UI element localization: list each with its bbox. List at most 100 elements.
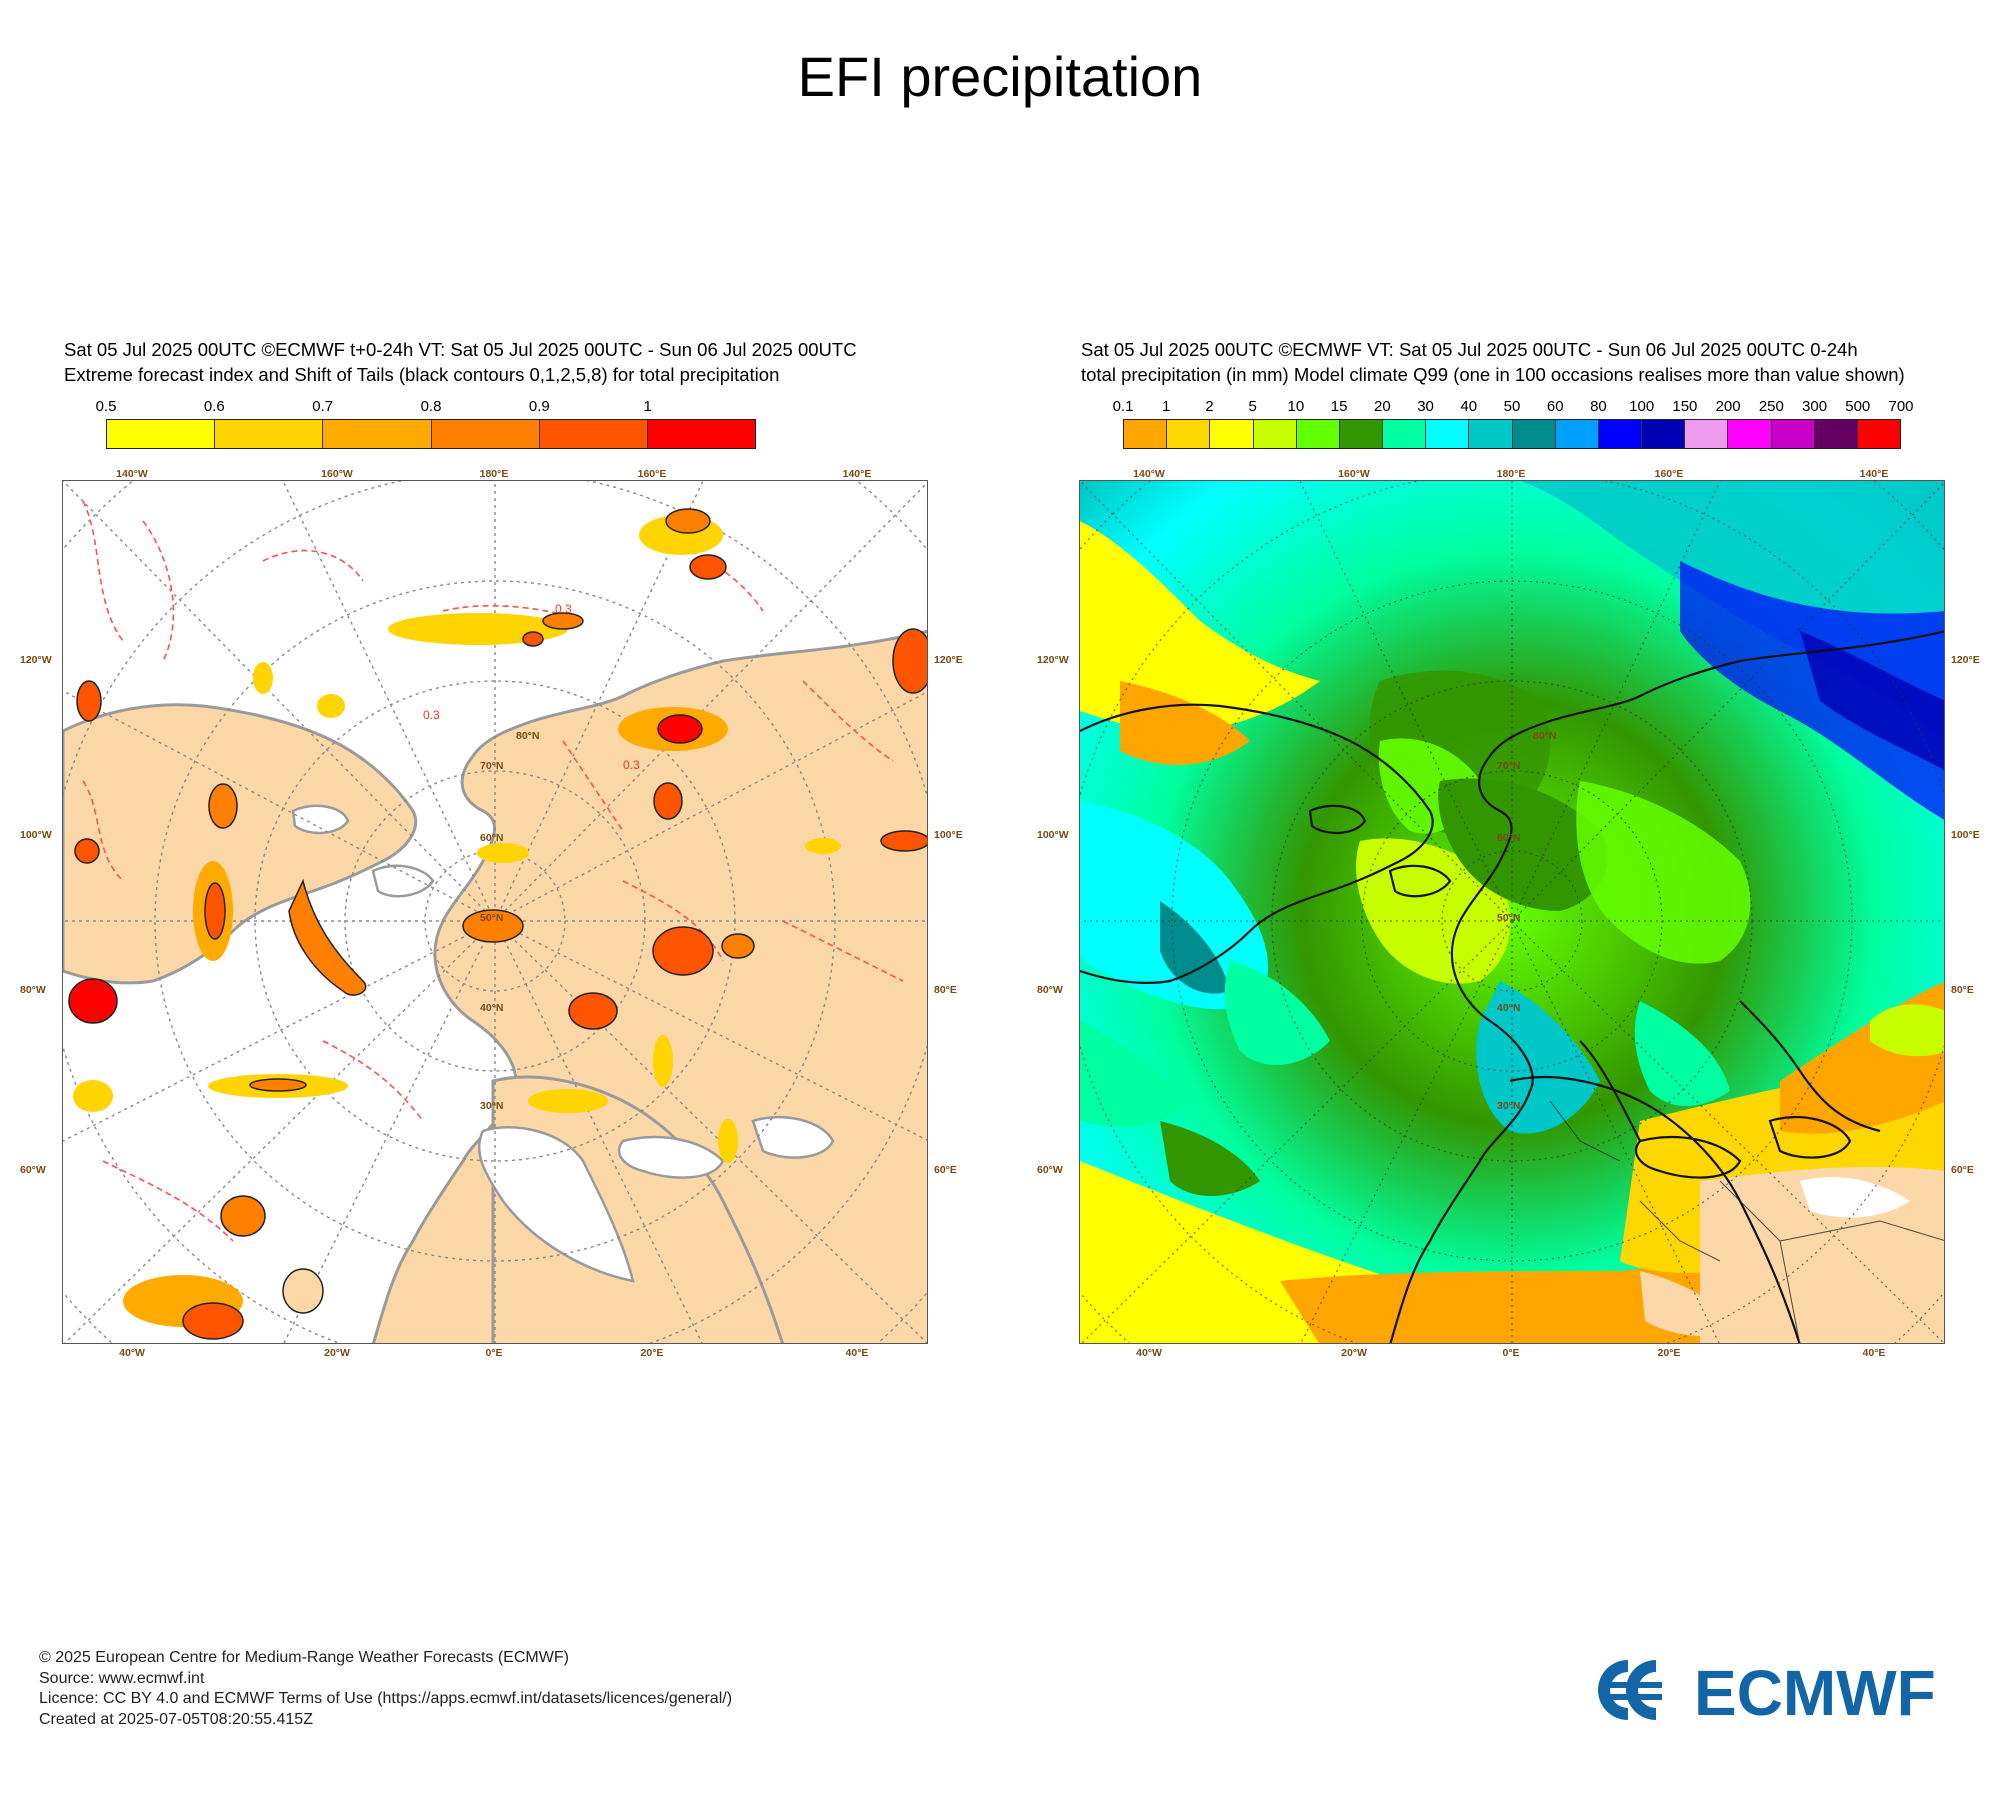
latitude-circle-label: 60°N xyxy=(480,832,504,844)
latitude-label-left: 60°W xyxy=(1037,1164,1063,1176)
colorbar-segment xyxy=(1857,420,1901,448)
latitude-label-right: 80°E xyxy=(934,984,957,996)
colorbar-tick-label: 20 xyxy=(1373,398,1391,415)
left-seas xyxy=(291,804,835,1283)
footer-source: Source: www.ecmwf.int xyxy=(39,1669,205,1687)
colorbar-segment xyxy=(1383,420,1427,448)
latitude-label-left: 60°W xyxy=(20,1164,46,1176)
latitude-label-left: 80°W xyxy=(1037,984,1063,996)
longitude-label-bottom: 20°E xyxy=(1657,1347,1681,1359)
latitude-label-left: 100°W xyxy=(20,829,52,841)
colorbar-segment xyxy=(1469,420,1513,448)
colorbar-tick-label: 50 xyxy=(1503,398,1521,415)
colorbar-segment xyxy=(1124,420,1168,448)
latitude-circle-label: 70°N xyxy=(480,760,504,772)
right-graticule xyxy=(1080,481,1944,1343)
colorbar-tick-label: 200 xyxy=(1715,398,1741,415)
colorbar-tick-label: 0.1 xyxy=(1112,398,1134,415)
colorbar-tick-label: 15 xyxy=(1330,398,1348,415)
colorbar-tick-label: 0.6 xyxy=(203,398,225,415)
colorbar-tick-label: 10 xyxy=(1287,398,1305,415)
left-panel-title-line2: Extreme forecast index and Shift of Tail… xyxy=(64,364,780,385)
latitude-label-right: 80°E xyxy=(1951,984,1974,996)
colorbar-segment xyxy=(107,420,216,448)
left-efi-map: 0.3 0.3 0.3 xyxy=(62,480,928,1344)
longitude-label-top: 160°W xyxy=(321,468,353,480)
colorbar-segment xyxy=(1339,420,1384,448)
longitude-label-top: 180°E xyxy=(479,468,509,480)
page-title: EFI precipitation xyxy=(797,45,1203,108)
footer-licence: Licence: CC BY 4.0 and ECMWF Terms of Us… xyxy=(39,1690,733,1707)
left-map-svg: 0.3 0.3 0.3 xyxy=(63,481,927,1343)
colorbar-tick-label: 0.5 xyxy=(95,398,117,415)
ecmwf-logo-icon: ECMWF xyxy=(1598,1657,1936,1729)
longitude-label-bottom: 0°E xyxy=(485,1347,503,1359)
colorbar-tick-label: 100 xyxy=(1629,398,1655,415)
longitude-label-top: 160°E xyxy=(1654,468,1684,480)
colorbar-tick-label: 250 xyxy=(1758,398,1784,415)
colorbar-tick-label: 30 xyxy=(1417,398,1434,415)
left-contour-label-3: 0.3 xyxy=(623,758,640,772)
latitude-circle-label: 40°N xyxy=(480,1002,504,1014)
left-graticule xyxy=(63,481,927,1343)
colorbar-segment xyxy=(1253,420,1297,448)
colorbar-tick-label: 700 xyxy=(1888,398,1914,415)
latitude-label-right: 120°E xyxy=(1951,654,1980,666)
ecmwf-logo-text: ECMWF xyxy=(1694,1657,1936,1725)
latitude-circle-label: 50°N xyxy=(1497,912,1521,924)
latitude-circle-label: 30°N xyxy=(480,1100,504,1112)
colorbar-segment xyxy=(1426,420,1470,448)
longitude-label-top: 140°E xyxy=(842,468,872,480)
colorbar-segment xyxy=(1771,420,1815,448)
colorbar-segment xyxy=(1555,420,1599,448)
latitude-circle-label: 80°N xyxy=(1533,730,1557,742)
longitude-label-top: 140°W xyxy=(116,468,148,480)
colorbar-segment xyxy=(1685,420,1729,448)
ecmwf-logo: ECMWF xyxy=(1590,1655,1970,1729)
latitude-label-left: 80°W xyxy=(20,984,46,996)
colorbar-segment xyxy=(431,420,540,448)
colorbar-tick-label: 5 xyxy=(1248,398,1257,415)
right-map-svg xyxy=(1080,481,1944,1343)
longitude-label-bottom: 0°E xyxy=(1502,1347,1520,1359)
colorbar-segment xyxy=(1210,420,1254,448)
colorbar-tick-label: 300 xyxy=(1802,398,1828,415)
colorbar-segment xyxy=(1296,420,1340,448)
right-precip-fields xyxy=(1080,481,1944,1343)
colorbar-segment xyxy=(647,420,756,448)
longitude-label-bottom: 40°E xyxy=(845,1347,869,1359)
colorbar-tick-label: 150 xyxy=(1672,398,1698,415)
latitude-label-left: 120°W xyxy=(1037,654,1069,666)
longitude-label-bottom: 40°E xyxy=(1862,1347,1886,1359)
colorbar-segment xyxy=(1642,420,1686,448)
colorbar-tick-label: 60 xyxy=(1546,398,1564,415)
colorbar-tick-label: 0.9 xyxy=(528,398,550,415)
right-colorbar xyxy=(1123,419,1901,449)
latitude-label-right: 60°E xyxy=(1951,1164,1974,1176)
colorbar-segment xyxy=(1728,420,1772,448)
latitude-circle-label: 80°N xyxy=(516,730,540,742)
latitude-label-right: 100°E xyxy=(934,829,963,841)
latitude-label-left: 120°W xyxy=(20,654,52,666)
colorbar-tick-label: 0.8 xyxy=(420,398,442,415)
colorbar-tick-label: 1 xyxy=(643,398,652,415)
left-efi-patches xyxy=(68,508,927,1340)
colorbar-segment xyxy=(1167,420,1211,448)
right-panel-title-line2: total precipitation (in mm) Model climat… xyxy=(1081,364,1905,385)
latitude-label-right: 60°E xyxy=(934,1164,957,1176)
longitude-label-top: 140°E xyxy=(1859,468,1889,480)
latitude-label-right: 100°E xyxy=(1951,829,1980,841)
footer-copyright: © 2025 European Centre for Medium-Range … xyxy=(39,1649,569,1666)
colorbar-segment xyxy=(539,420,648,448)
left-colorbar xyxy=(106,419,756,449)
right-borders xyxy=(1549,1100,1944,1343)
colorbar-tick-label: 2 xyxy=(1205,398,1214,415)
right-precip-map xyxy=(1079,480,1945,1344)
longitude-label-bottom: 40°W xyxy=(1136,1347,1162,1359)
colorbar-segment xyxy=(1512,420,1556,448)
right-coastlines xyxy=(1080,630,1944,1343)
colorbar-segment xyxy=(215,420,324,448)
longitude-label-top: 160°W xyxy=(1338,468,1370,480)
footer-created: Created at 2025-07-05T08:20:55.415Z xyxy=(39,1710,313,1728)
longitude-label-top: 180°E xyxy=(1496,468,1526,480)
